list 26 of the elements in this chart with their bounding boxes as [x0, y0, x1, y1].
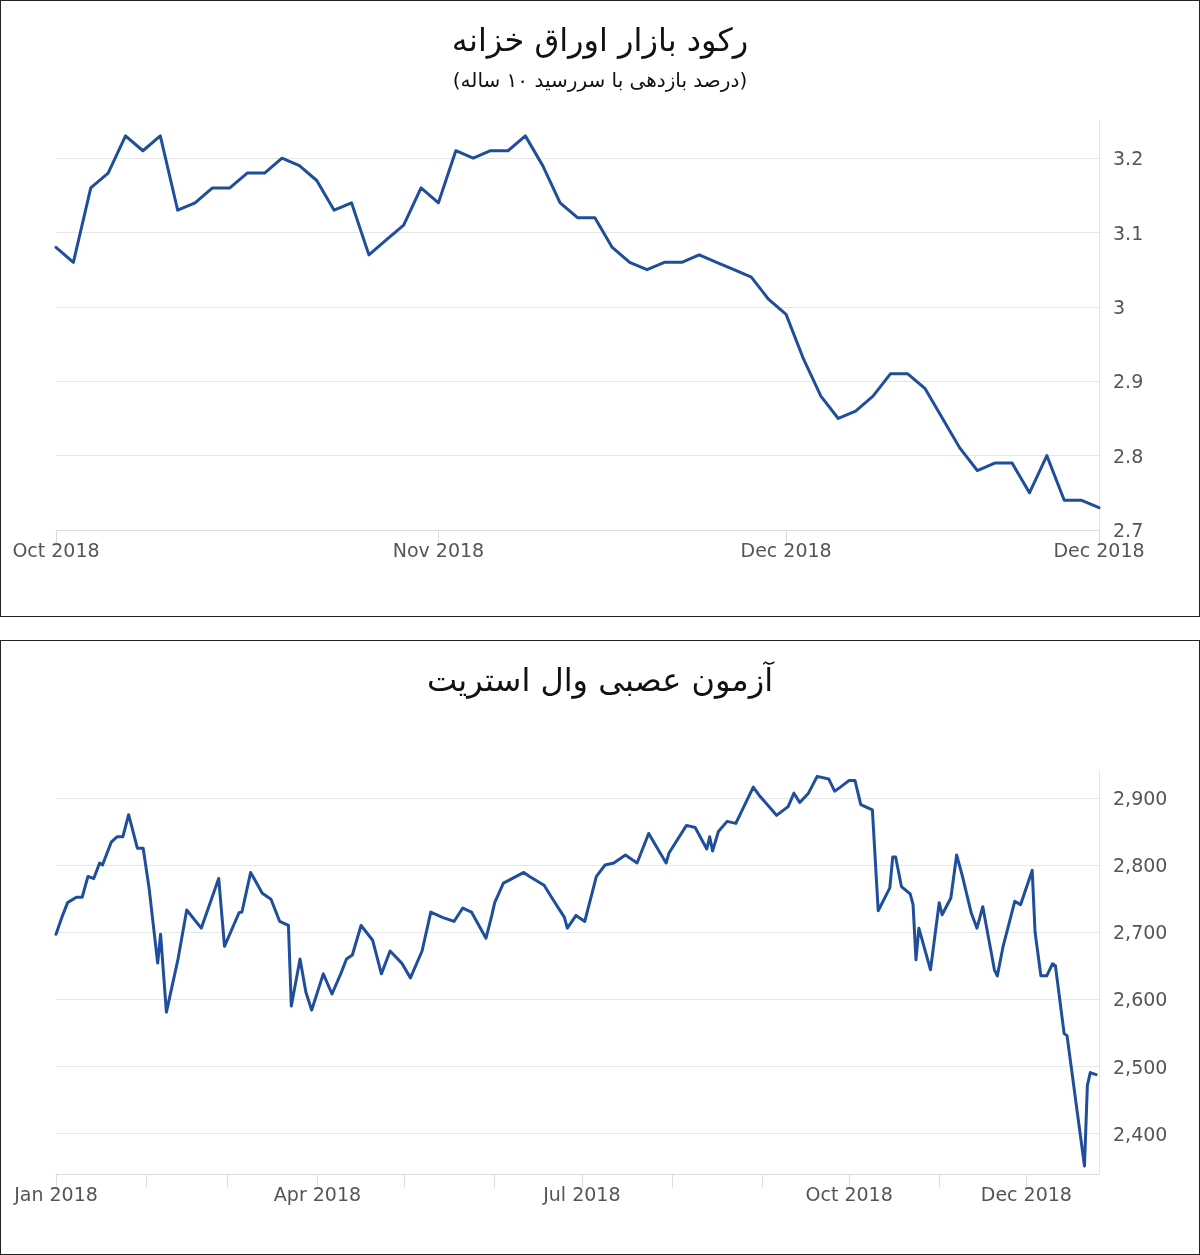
x-tick-label: Nov 2018 [392, 538, 485, 561]
chart-title: رکود بازار اوراق خزانه [451, 21, 749, 59]
x-tick-label: Dec 2018 [1053, 538, 1145, 561]
y-tick-label: 2.9 [1113, 370, 1144, 393]
chart-subtitle: (درصد بازدهی با سررسید ۱۰ ساله) [452, 68, 748, 92]
x-tick-label: Oct 2018 [12, 538, 100, 561]
line-series [54, 134, 1101, 510]
y-tick-label: 2,400 [1113, 1122, 1168, 1145]
y-tick-label: 2,700 [1113, 921, 1168, 944]
y-tick-label: 3 [1113, 295, 1126, 318]
x-tick-label: Apr 2018 [273, 1182, 362, 1205]
y-tick-label: 2.8 [1113, 444, 1144, 467]
y-tick-label: 2,800 [1113, 854, 1168, 877]
y-tick-label: 3.2 [1113, 147, 1144, 170]
x-tick-label: Oct 2018 [805, 1182, 893, 1205]
y-tick-label: 2,900 [1113, 786, 1168, 809]
x-tick-label: Dec 2018 [980, 1182, 1072, 1205]
chart-title: آزمون عصبی وال استریت [426, 660, 776, 699]
y-tick-label: 2,500 [1113, 1055, 1168, 1078]
x-tick-label: Dec 2018 [740, 538, 832, 561]
y-tick-label: 2.7 [1113, 519, 1144, 541]
y-tick-label: 2,600 [1113, 988, 1168, 1011]
y-tick-label: 3.1 [1113, 221, 1144, 244]
x-tick-label: Jul 2018 [542, 1182, 621, 1205]
x-tick-label: Jan 2018 [13, 1182, 98, 1205]
line-series [54, 774, 1098, 1168]
